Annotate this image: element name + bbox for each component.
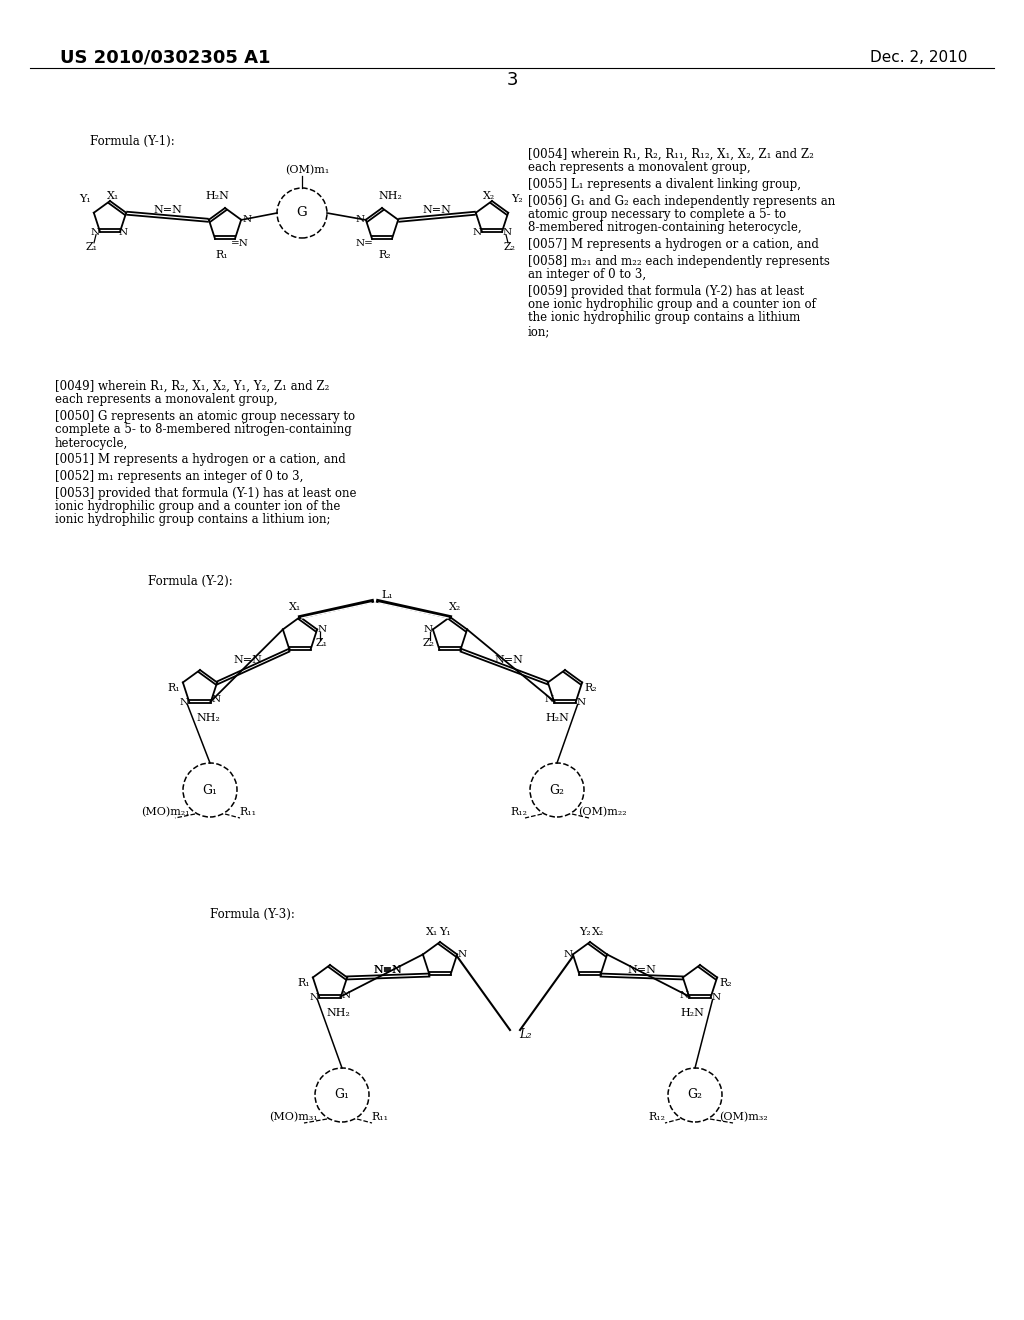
Text: L₂: L₂ bbox=[519, 1028, 531, 1041]
Text: R₁: R₁ bbox=[168, 682, 180, 693]
Text: [0054] wherein R₁, R₂, R₁₁, R₁₂, X₁, X₂, Z₁ and Z₂: [0054] wherein R₁, R₂, R₁₁, R₁₂, X₁, X₂,… bbox=[528, 148, 814, 161]
Text: N: N bbox=[680, 991, 689, 1001]
Text: R₁₂: R₁₂ bbox=[648, 1111, 666, 1122]
Text: G₁: G₁ bbox=[335, 1089, 349, 1101]
Text: atomic group necessary to complete a 5- to: atomic group necessary to complete a 5- … bbox=[528, 209, 786, 220]
Text: N: N bbox=[211, 696, 220, 704]
Text: (MO)m₃₁: (MO)m₃₁ bbox=[269, 1111, 318, 1122]
Text: G₂: G₂ bbox=[550, 784, 564, 796]
Text: R₁: R₁ bbox=[298, 978, 310, 987]
Text: 3: 3 bbox=[506, 71, 518, 88]
Text: the ionic hydrophilic group contains a lithium: the ionic hydrophilic group contains a l… bbox=[528, 312, 800, 325]
Text: (OM)m₃₂: (OM)m₃₂ bbox=[719, 1111, 767, 1122]
Text: L₁: L₁ bbox=[381, 590, 393, 601]
Text: =N: =N bbox=[231, 239, 249, 248]
Text: 8-membered nitrogen-containing heterocycle,: 8-membered nitrogen-containing heterocyc… bbox=[528, 222, 802, 235]
Text: US 2010/0302305 A1: US 2010/0302305 A1 bbox=[60, 49, 270, 67]
Text: each represents a monovalent group,: each represents a monovalent group, bbox=[528, 161, 751, 174]
Text: G₁: G₁ bbox=[203, 784, 217, 796]
Text: (MO)m₂₁: (MO)m₂₁ bbox=[140, 807, 189, 817]
Text: N: N bbox=[90, 228, 99, 238]
Text: each represents a monovalent group,: each represents a monovalent group, bbox=[55, 393, 278, 407]
Text: complete a 5- to 8-membered nitrogen-containing: complete a 5- to 8-membered nitrogen-con… bbox=[55, 424, 352, 437]
Text: Y₂: Y₂ bbox=[580, 927, 591, 937]
Text: N: N bbox=[180, 698, 189, 708]
Text: Formula (Y-3):: Formula (Y-3): bbox=[210, 908, 295, 921]
Text: N: N bbox=[458, 950, 467, 958]
Text: [0050] G represents an atomic group necessary to: [0050] G represents an atomic group nece… bbox=[55, 411, 355, 422]
Text: an integer of 0 to 3,: an integer of 0 to 3, bbox=[528, 268, 646, 281]
Text: N: N bbox=[119, 228, 128, 238]
Text: X₂: X₂ bbox=[592, 927, 604, 937]
Text: [0056] G₁ and G₂ each independently represents an: [0056] G₁ and G₂ each independently repr… bbox=[528, 194, 836, 207]
Text: R₁₁: R₁₁ bbox=[372, 1111, 388, 1122]
Text: N: N bbox=[577, 698, 585, 708]
Text: N=N: N=N bbox=[233, 655, 263, 665]
Text: N: N bbox=[310, 993, 319, 1002]
Text: [0049] wherein R₁, R₂, X₁, X₂, Y₁, Y₂, Z₁ and Z₂: [0049] wherein R₁, R₂, X₁, X₂, Y₁, Y₂, Z… bbox=[55, 380, 330, 393]
Text: X₁: X₁ bbox=[426, 927, 438, 937]
Text: NH₂: NH₂ bbox=[378, 191, 402, 201]
Text: H₂N: H₂N bbox=[205, 191, 229, 201]
Text: N: N bbox=[503, 228, 512, 238]
Text: N=N: N=N bbox=[628, 965, 656, 975]
Text: NH₂: NH₂ bbox=[196, 713, 220, 723]
Text: N=N: N=N bbox=[495, 655, 523, 665]
Text: R₁₂: R₁₂ bbox=[511, 807, 527, 817]
Text: Formula (Y-1):: Formula (Y-1): bbox=[90, 135, 175, 148]
Text: N: N bbox=[355, 215, 365, 224]
Text: R₁: R₁ bbox=[216, 249, 228, 260]
Text: [0051] M represents a hydrogen or a cation, and: [0051] M represents a hydrogen or a cati… bbox=[55, 454, 346, 466]
Text: X₁: X₁ bbox=[106, 191, 119, 201]
Text: N: N bbox=[317, 624, 327, 634]
Text: one ionic hydrophilic group and a counter ion of: one ionic hydrophilic group and a counte… bbox=[528, 298, 816, 312]
Text: [0059] provided that formula (Y-2) has at least: [0059] provided that formula (Y-2) has a… bbox=[528, 285, 804, 297]
Text: Y₁: Y₁ bbox=[439, 927, 451, 937]
Text: N: N bbox=[423, 624, 432, 634]
Text: ion;: ion; bbox=[528, 325, 550, 338]
Text: G₂: G₂ bbox=[687, 1089, 702, 1101]
Text: NH₂: NH₂ bbox=[326, 1008, 350, 1018]
Text: R₁₁: R₁₁ bbox=[240, 807, 256, 817]
Text: N≡N: N≡N bbox=[374, 965, 402, 975]
Text: Dec. 2, 2010: Dec. 2, 2010 bbox=[870, 50, 968, 66]
Text: H₂N: H₂N bbox=[680, 1008, 703, 1018]
Text: Z₁: Z₁ bbox=[315, 639, 327, 648]
Text: Formula (Y-2):: Formula (Y-2): bbox=[148, 576, 232, 587]
Text: ionic hydrophilic group and a counter ion of the: ionic hydrophilic group and a counter io… bbox=[55, 500, 340, 513]
Text: N=N: N=N bbox=[423, 205, 452, 215]
Text: (OM)m₂₂: (OM)m₂₂ bbox=[578, 807, 627, 817]
Text: ionic hydrophilic group contains a lithium ion;: ionic hydrophilic group contains a lithi… bbox=[55, 513, 331, 527]
Text: X₂: X₂ bbox=[483, 191, 496, 201]
Text: Z₂: Z₂ bbox=[504, 242, 516, 252]
Text: [0055] L₁ represents a divalent linking group,: [0055] L₁ represents a divalent linking … bbox=[528, 178, 801, 191]
Text: [0053] provided that formula (Y-1) has at least one: [0053] provided that formula (Y-1) has a… bbox=[55, 487, 356, 499]
Text: H₂N: H₂N bbox=[545, 713, 569, 723]
Text: Z₁: Z₁ bbox=[86, 242, 98, 252]
Text: X₂: X₂ bbox=[449, 602, 461, 612]
Text: Y₁: Y₁ bbox=[79, 194, 91, 205]
Text: N=: N= bbox=[355, 239, 373, 248]
Text: Z₂: Z₂ bbox=[423, 639, 435, 648]
Text: G: G bbox=[297, 206, 307, 219]
Text: (OM)m₁: (OM)m₁ bbox=[285, 165, 329, 176]
Text: N=N: N=N bbox=[153, 205, 182, 215]
Text: N: N bbox=[563, 950, 572, 958]
Text: R₂: R₂ bbox=[379, 249, 391, 260]
Text: R₂: R₂ bbox=[720, 978, 732, 987]
Text: R₂: R₂ bbox=[585, 682, 597, 693]
Text: N: N bbox=[341, 991, 350, 1001]
Text: heterocycle,: heterocycle, bbox=[55, 437, 128, 450]
Text: X₁: X₁ bbox=[289, 602, 301, 612]
Text: N: N bbox=[545, 696, 554, 704]
Text: [0057] M represents a hydrogen or a cation, and: [0057] M represents a hydrogen or a cati… bbox=[528, 238, 819, 251]
Text: N: N bbox=[472, 228, 481, 238]
Text: N: N bbox=[711, 993, 720, 1002]
Text: N=N: N=N bbox=[374, 965, 402, 975]
Text: Y₂: Y₂ bbox=[511, 194, 522, 205]
Text: [0058] m₂₁ and m₂₂ each independently represents: [0058] m₂₁ and m₂₂ each independently re… bbox=[528, 255, 829, 268]
Text: N: N bbox=[243, 215, 252, 224]
Text: [0052] m₁ represents an integer of 0 to 3,: [0052] m₁ represents an integer of 0 to … bbox=[55, 470, 303, 483]
